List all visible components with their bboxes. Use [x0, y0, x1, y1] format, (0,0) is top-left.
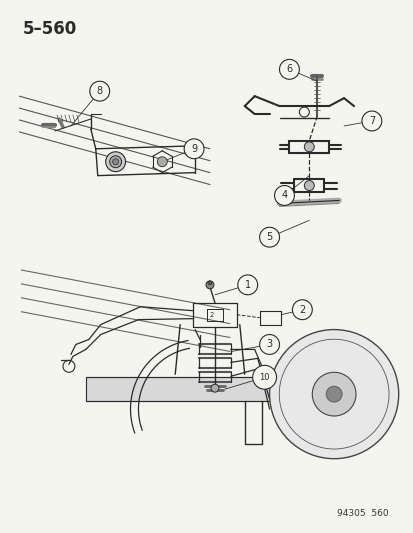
Circle shape [112, 159, 118, 165]
Circle shape [361, 111, 381, 131]
Bar [85, 377, 304, 401]
Text: 2: 2 [299, 305, 305, 314]
Circle shape [90, 81, 109, 101]
Circle shape [184, 139, 204, 159]
Text: 4: 4 [281, 190, 287, 200]
Circle shape [304, 181, 313, 190]
Circle shape [325, 386, 341, 402]
Text: 9: 9 [190, 144, 197, 154]
Circle shape [211, 384, 218, 392]
Circle shape [311, 372, 355, 416]
Circle shape [269, 329, 398, 459]
Circle shape [237, 275, 257, 295]
Text: 1: 1 [244, 280, 250, 290]
Text: 5: 5 [266, 232, 272, 242]
Circle shape [292, 300, 311, 320]
Text: 94305  560: 94305 560 [336, 510, 388, 518]
Text: 8: 8 [96, 86, 102, 96]
Text: 6: 6 [286, 64, 292, 74]
Circle shape [279, 59, 299, 79]
Text: 3: 3 [266, 340, 272, 350]
Circle shape [207, 281, 211, 285]
Circle shape [157, 157, 167, 167]
Text: 10: 10 [259, 373, 269, 382]
Circle shape [304, 142, 313, 152]
Circle shape [259, 227, 279, 247]
Circle shape [109, 156, 121, 168]
Text: 5–560: 5–560 [23, 20, 77, 38]
Text: 2: 2 [209, 312, 214, 318]
Circle shape [105, 152, 125, 172]
Circle shape [252, 365, 276, 389]
Circle shape [206, 281, 214, 289]
Text: 7: 7 [368, 116, 374, 126]
Circle shape [259, 335, 279, 354]
Circle shape [274, 185, 294, 205]
